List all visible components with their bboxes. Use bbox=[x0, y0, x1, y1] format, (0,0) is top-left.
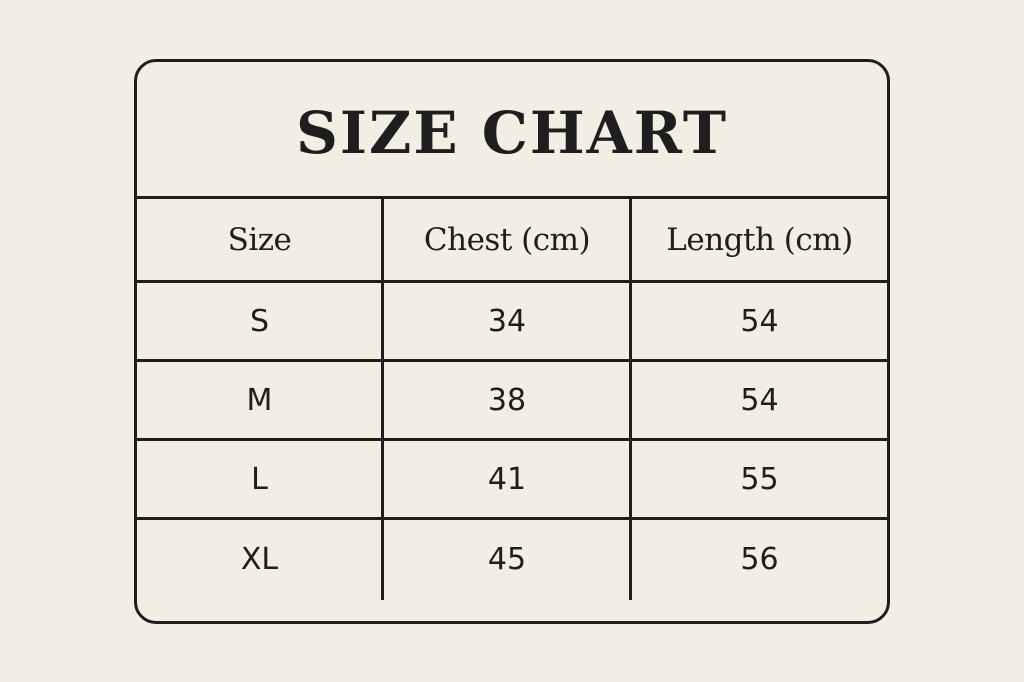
column-divider bbox=[629, 199, 632, 600]
size-chart-card: SIZE CHART Size Chest (cm) Length (cm) S 34 5… bbox=[134, 59, 890, 624]
table-cell-size: M bbox=[246, 382, 273, 418]
divider bbox=[137, 517, 887, 520]
table-cell-length: 54 bbox=[740, 382, 779, 418]
column-header-size: Size bbox=[227, 221, 292, 258]
column-header-chest: Chest (cm) bbox=[423, 221, 591, 258]
column-divider bbox=[381, 199, 384, 600]
table-cell-size: XL bbox=[240, 541, 279, 577]
table-cell-length: 56 bbox=[740, 541, 779, 577]
table-cell-size: L bbox=[251, 461, 268, 497]
divider bbox=[137, 359, 887, 362]
divider bbox=[137, 438, 887, 441]
table-cell-chest: 45 bbox=[487, 541, 527, 577]
column-header-length: Length (cm) bbox=[666, 221, 853, 258]
divider bbox=[137, 280, 887, 283]
table-cell-chest: 41 bbox=[487, 461, 527, 497]
table-cell-length: 55 bbox=[740, 461, 779, 497]
table-cell-chest: 38 bbox=[487, 382, 527, 418]
table-cell-size: S bbox=[249, 303, 270, 339]
page-title: SIZE CHART bbox=[295, 98, 729, 167]
divider bbox=[137, 196, 887, 199]
table-cell-length: 54 bbox=[740, 303, 779, 339]
table-cell-chest: 34 bbox=[487, 303, 527, 339]
